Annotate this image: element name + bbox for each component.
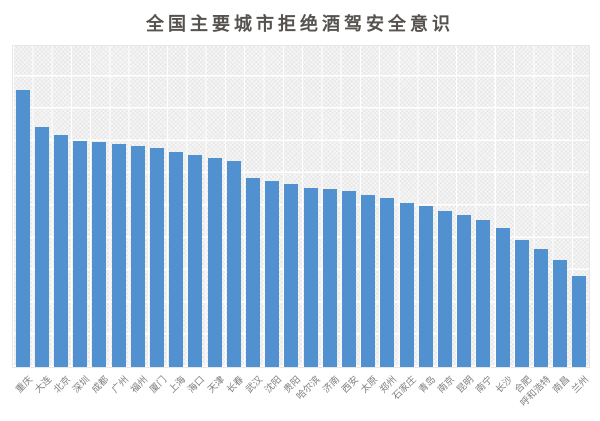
bar bbox=[92, 141, 107, 367]
x-axis-label: 厦门 bbox=[147, 374, 170, 396]
bar bbox=[572, 275, 587, 367]
x-axis-label: 太原 bbox=[359, 374, 381, 396]
x-axis-label: 大连 bbox=[32, 374, 54, 396]
bar bbox=[111, 143, 126, 367]
bar bbox=[380, 197, 395, 367]
bar bbox=[265, 181, 280, 367]
bar bbox=[399, 202, 414, 367]
x-axis-label: 天津 bbox=[205, 374, 227, 396]
bar bbox=[457, 214, 472, 367]
bar bbox=[533, 249, 549, 367]
x-axis-labels: 重庆 大连 北京 深圳 成都 广州 福州 厦门 上海 海口 天津 长春 武汉 沈阳 贵阳 哈尔滨 济南 西安 太原郑… bbox=[12, 370, 592, 420]
x-axis-label: 南京 bbox=[435, 374, 458, 396]
bar bbox=[341, 190, 357, 367]
bar bbox=[284, 184, 299, 367]
x-axis-label: 昆明 bbox=[455, 374, 477, 396]
bar bbox=[169, 151, 184, 367]
bar bbox=[53, 134, 69, 367]
bar bbox=[495, 228, 510, 367]
bar bbox=[437, 211, 453, 367]
bar bbox=[15, 89, 30, 367]
x-axis-label: 长春 bbox=[224, 374, 246, 396]
x-axis-label: 成都 bbox=[90, 374, 112, 396]
x-axis-label: 上海 bbox=[167, 374, 189, 396]
bar bbox=[188, 155, 203, 367]
bar bbox=[553, 259, 568, 367]
x-axis-label: 南宁 bbox=[474, 374, 496, 396]
x-axis-label: 长沙 bbox=[493, 374, 515, 396]
x-axis-label: 沈阳 bbox=[263, 374, 285, 396]
x-axis-label: 海口 bbox=[186, 374, 208, 396]
x-axis-label: 兰州 bbox=[570, 374, 592, 396]
x-axis-label: 深圳 bbox=[71, 374, 93, 396]
bar bbox=[418, 205, 433, 367]
x-axis-label: 北京 bbox=[51, 374, 74, 396]
bar bbox=[149, 147, 165, 367]
bar bbox=[514, 239, 529, 367]
x-axis-label: 福州 bbox=[128, 374, 150, 396]
bar bbox=[303, 187, 318, 367]
x-axis-label: 西安 bbox=[339, 374, 362, 396]
x-axis-label: 武汉 bbox=[243, 374, 266, 396]
bar bbox=[73, 141, 88, 367]
bar bbox=[322, 188, 337, 367]
bar bbox=[361, 194, 376, 367]
x-axis-label: 济南 bbox=[320, 374, 342, 396]
x-axis-label: 青岛 bbox=[416, 374, 438, 396]
x-axis-label: 南昌 bbox=[551, 374, 573, 396]
bar bbox=[207, 157, 222, 367]
plot-area bbox=[12, 45, 590, 368]
bar bbox=[34, 127, 49, 367]
bar bbox=[476, 219, 491, 367]
bar bbox=[245, 177, 261, 367]
bar bbox=[226, 160, 241, 367]
x-axis-label: 重庆 bbox=[13, 374, 35, 396]
bar bbox=[130, 145, 145, 367]
chart-title: 全国主要城市拒绝酒驾安全意识 bbox=[146, 14, 454, 34]
x-axis-label: 广州 bbox=[109, 374, 131, 396]
